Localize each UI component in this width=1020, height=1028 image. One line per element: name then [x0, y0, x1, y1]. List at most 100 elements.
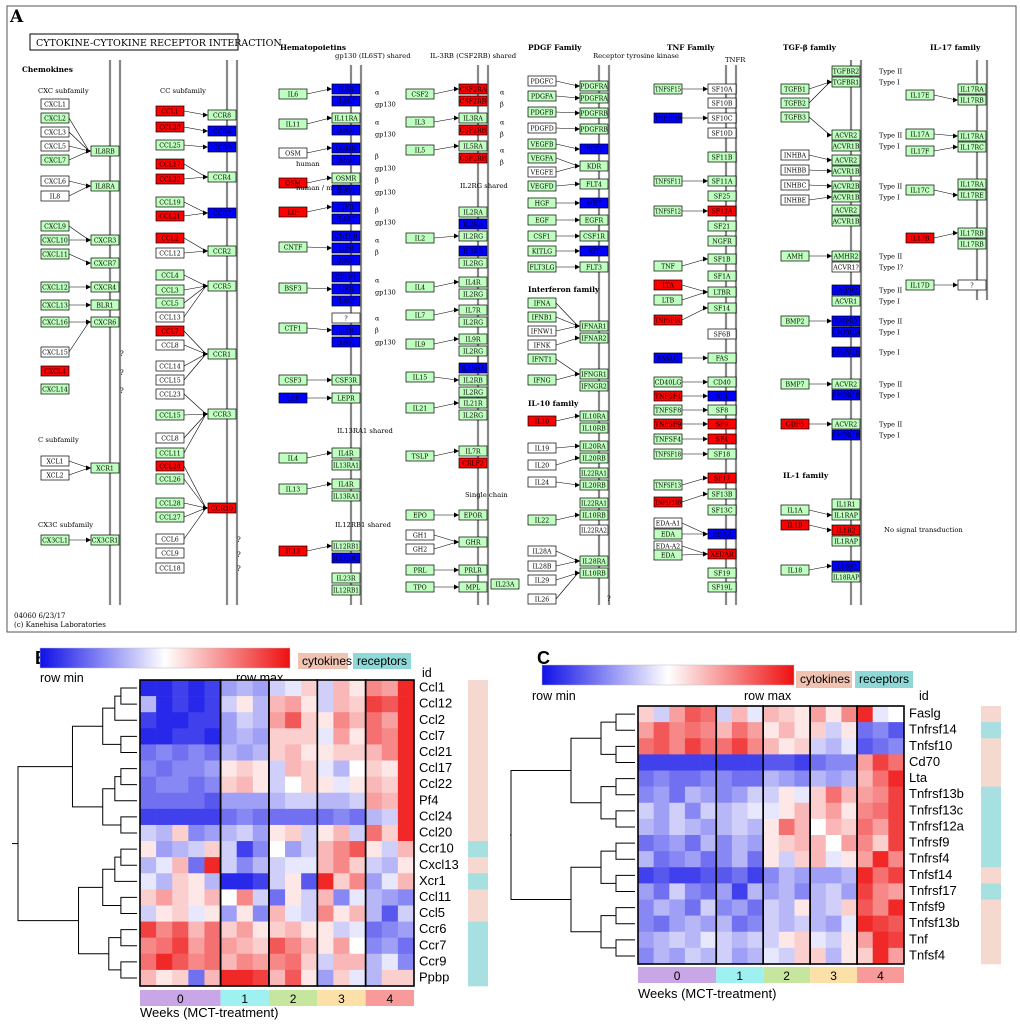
- gene-node: IL5: [405, 144, 435, 156]
- heatmap-cell: [794, 770, 811, 787]
- arrow-head: [827, 563, 832, 569]
- gene-node-label: TNFSF11: [655, 179, 681, 186]
- heatmap-cell: [252, 841, 270, 858]
- heatmap-cell: [156, 953, 173, 971]
- gene-node: FLT3LG: [527, 261, 557, 273]
- heatmap-cell: [220, 760, 238, 777]
- gene-node: PDGFRA: [579, 92, 609, 104]
- arrow-head: [703, 178, 708, 184]
- heatmap-cell: [716, 931, 733, 949]
- gene-node: IL7R: [458, 304, 488, 316]
- arrow-head: [703, 551, 708, 557]
- subunit-note: Type I: [879, 432, 900, 440]
- gene-node: CCL22: [155, 173, 185, 185]
- arrow-head: [703, 115, 708, 121]
- gene-node: IFNT1: [527, 353, 557, 365]
- interaction-arrow: [555, 302, 579, 327]
- heatmap-cell: [653, 722, 670, 739]
- gene-node: IL2RG: [458, 345, 488, 357]
- heatmap-cell: [188, 905, 205, 922]
- heatmap-cell: [156, 824, 173, 842]
- gene-node: IL3: [405, 116, 435, 128]
- gene-node: ?: [957, 279, 987, 291]
- gene-node: EDA-A1: [653, 517, 683, 529]
- row-label: Tnfrsf9: [909, 835, 949, 850]
- gene-node-label: IL21R: [463, 401, 482, 408]
- heatmap-cell: [188, 696, 205, 713]
- heatmap-cell: [731, 802, 748, 820]
- gene-node: SF1A: [707, 270, 737, 282]
- gene-node-label: CNTFR: [334, 234, 358, 241]
- heatmap-cell: [794, 802, 811, 820]
- heatmap-cell: [669, 835, 686, 852]
- gene-node-label: LIFR: [338, 287, 354, 294]
- interaction-arrow: [68, 180, 90, 187]
- arrow-head: [953, 230, 958, 236]
- family-label: IL-17 family: [930, 43, 981, 52]
- interaction-arrow: [306, 327, 331, 331]
- heatmap-cell: [397, 873, 415, 890]
- gene-node-label: CCR3: [213, 412, 231, 419]
- heatmap-cell: [716, 947, 733, 965]
- row-label: Ccl20: [419, 825, 452, 840]
- gene-node: TSLP: [405, 450, 435, 462]
- heatmap-cell: [268, 792, 286, 810]
- arrow-head: [703, 475, 708, 481]
- heatmap-cell: [188, 792, 205, 810]
- heatmap-cell: [172, 776, 189, 794]
- gene-node-label: TNFSF12: [655, 209, 681, 216]
- heatmap-cell: [684, 706, 701, 723]
- gene-node-label: CCR2: [213, 249, 231, 256]
- heatmap-cell: [333, 953, 350, 971]
- gene-node-label: IFNW1: [531, 329, 554, 336]
- gene-node-label: SF10B: [712, 101, 733, 108]
- gene-node: ACVR1B: [832, 191, 861, 203]
- gene-node: EPOR: [458, 509, 488, 521]
- heatmap-cell: [747, 867, 764, 884]
- gene-node-label: PDGFD: [530, 126, 553, 133]
- interaction-arrow: [433, 235, 458, 239]
- gene-node-label: EDA: [661, 532, 675, 539]
- interaction-arrow: [183, 344, 207, 355]
- subunit-note: β: [375, 177, 379, 185]
- arrow-head: [575, 455, 580, 461]
- gene-node-label: OSMR: [336, 176, 357, 183]
- heatmap-cell: [872, 722, 889, 739]
- heatmap-cell: [349, 824, 366, 842]
- color-scale-bar: [39, 647, 291, 669]
- gene-node-label: PDGFRB: [580, 111, 608, 118]
- gene-node-label: IL2RA: [463, 210, 483, 217]
- gene-node: ACVR2: [831, 204, 861, 216]
- gene-node-label: GH2: [413, 547, 427, 554]
- dendrogram-branch: [615, 874, 635, 892]
- heatmap-cell: [220, 808, 238, 826]
- gene-node-label: IL4R: [338, 451, 353, 458]
- row-label: Tnfsf13b: [909, 915, 960, 930]
- arrow-head: [953, 282, 958, 288]
- heatmap-cell: [268, 873, 286, 890]
- gene-node-label: IL1R1: [836, 502, 855, 509]
- heatmap-cell: [857, 770, 874, 787]
- heatmap-cell: [285, 792, 302, 810]
- gene-node-label: IL20RB: [582, 483, 606, 490]
- gene-node: TNF: [653, 260, 683, 272]
- gene-node-label: EDA-A2: [656, 544, 681, 551]
- family-label: gp130 (IL6ST) shared: [335, 52, 411, 60]
- heatmap-cell: [220, 937, 238, 955]
- gene-node: IL12RB1: [331, 540, 361, 552]
- heatmap-cell: [669, 738, 686, 755]
- heatmap-cell: [172, 905, 189, 922]
- arrow-head: [86, 537, 91, 543]
- gene-node-label: CCR8: [213, 113, 231, 120]
- gene-node: SF17: [707, 472, 737, 484]
- interaction-arrow: [555, 157, 579, 167]
- heatmap-cell: [140, 808, 157, 826]
- gene-node: IL26: [527, 593, 557, 605]
- gene-node: CCL20: [155, 121, 185, 133]
- gene-node-label: IL1RAP: [834, 539, 858, 546]
- gene-node: TNFSF15: [653, 83, 683, 95]
- gene-node-label: IL4R: [338, 482, 353, 489]
- heatmap-cell: [857, 915, 874, 933]
- interaction-arrow: [306, 483, 331, 490]
- heatmap-cell: [220, 953, 238, 971]
